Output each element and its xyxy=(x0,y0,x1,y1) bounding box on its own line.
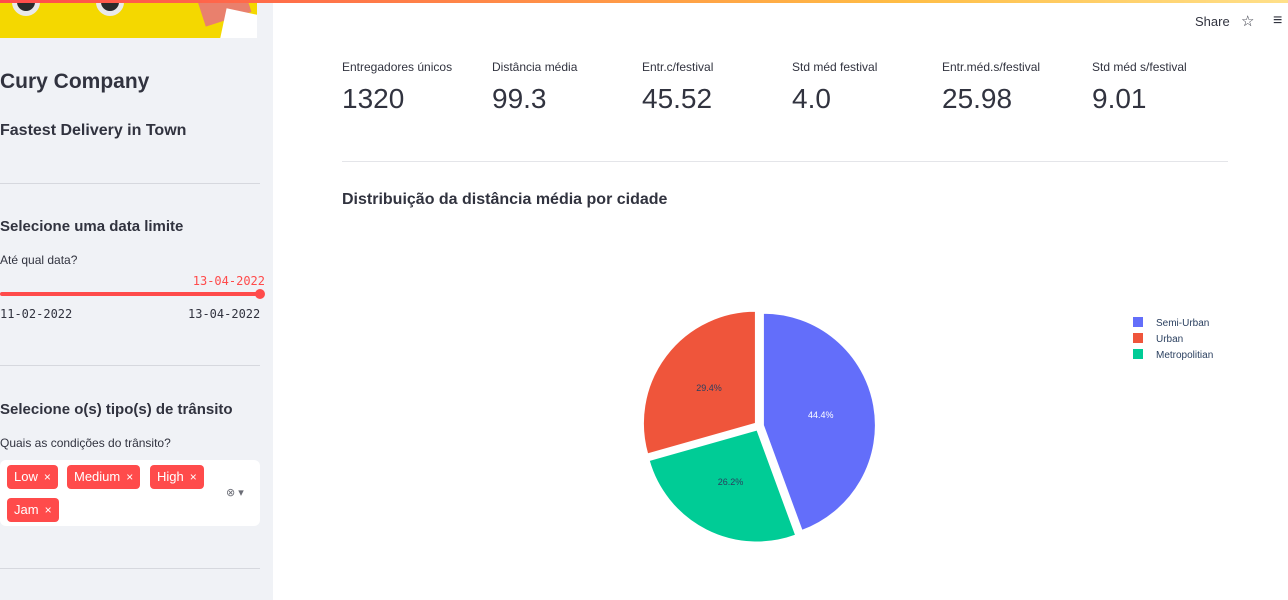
section-divider xyxy=(342,161,1228,162)
clear-all-icon[interactable]: ⊗ xyxy=(226,487,236,499)
date-filter-title: Selecione uma data limite xyxy=(0,218,184,235)
sidebar-divider xyxy=(0,568,260,569)
pie-slice-label: 29.4% xyxy=(696,383,722,393)
metric-label: Std méd festival xyxy=(792,60,878,74)
pie-slice-semi-urban[interactable] xyxy=(762,312,876,531)
star-icon[interactable]: ☆ xyxy=(1241,13,1255,30)
metric-value: 9.01 xyxy=(1092,83,1147,114)
legend-item-metropolitian[interactable]: Metropolitian xyxy=(1133,349,1213,361)
slider-thumb[interactable] xyxy=(255,289,265,299)
tag-jam[interactable]: Jam × xyxy=(7,498,59,522)
main-content: Share ☆ ≡ Entregadores únicos 1320 Distâ… xyxy=(273,0,1288,600)
chart-title: Distribuição da distância média por cida… xyxy=(342,191,668,208)
legend-swatch xyxy=(1133,349,1143,359)
metric-value: 4.0 xyxy=(792,83,831,114)
pie-slice-metropolitian[interactable] xyxy=(648,429,797,543)
pie-slice-urban[interactable] xyxy=(642,310,756,455)
legend-label: Urban xyxy=(1156,334,1183,345)
metric-value: 1320 xyxy=(342,83,405,114)
wheel-icon xyxy=(12,0,40,16)
multiselect-controls: ⊗ ▾ xyxy=(226,486,244,499)
remove-tag-icon[interactable]: × xyxy=(126,470,134,484)
slider-track[interactable] xyxy=(0,292,260,296)
hamburger-menu-icon[interactable]: ≡ xyxy=(1273,12,1283,29)
traffic-multiselect[interactable]: Low × Medium × High × Jam × ⊗ ▾ xyxy=(0,460,260,526)
slider-max-label: 13-04-2022 xyxy=(188,307,261,321)
legend-swatch xyxy=(1133,317,1143,327)
tag-medium[interactable]: Medium × xyxy=(67,465,141,489)
legend-label: Metropolitian xyxy=(1156,350,1213,361)
metric-label: Entregadores únicos xyxy=(342,60,453,74)
legend-item-semi-urban[interactable]: Semi-Urban xyxy=(1133,317,1209,329)
tagline: Fastest Delivery in Town xyxy=(0,122,187,139)
sidebar: Cury Company Fastest Delivery in Town Se… xyxy=(0,0,273,600)
remove-tag-icon[interactable]: × xyxy=(44,503,52,517)
metric-value: 99.3 xyxy=(492,83,547,114)
legend-item-urban[interactable]: Urban xyxy=(1133,333,1183,345)
legend-swatch xyxy=(1133,333,1143,343)
metric-std-med-s-festival: Std méd s/festival 9.01 xyxy=(1092,60,1187,115)
metric-value: 45.52 xyxy=(642,83,713,114)
metric-entr-med-s-festival: Entr.méd.s/festival 25.98 xyxy=(942,60,1040,115)
metric-label: Entr.méd.s/festival xyxy=(942,60,1041,74)
sidebar-divider xyxy=(0,183,260,184)
tag-low[interactable]: Low × xyxy=(7,465,58,489)
wheel-icon xyxy=(96,0,124,16)
slider-current-value: 13-04-2022 xyxy=(192,274,265,288)
top-decoration-bar xyxy=(0,0,1288,3)
share-button[interactable]: Share xyxy=(1195,14,1230,29)
logo-image xyxy=(0,0,257,38)
pie-slice-label: 44.4% xyxy=(808,410,834,420)
date-filter-label: Até qual data? xyxy=(0,253,78,267)
metric-entr-c-festival: Entr.c/festival 45.52 xyxy=(642,60,713,115)
pie-chart: 44.4% 26.2% 29.4% Semi-Urban Urban Metropolit… xyxy=(642,310,1213,543)
metric-distancia-media: Distância média 99.3 xyxy=(492,60,577,115)
remove-tag-icon[interactable]: × xyxy=(189,470,197,484)
metric-value: 25.98 xyxy=(942,83,1013,114)
sidebar-divider xyxy=(0,365,260,366)
chevron-down-icon[interactable]: ▾ xyxy=(238,487,244,499)
metric-label: Entr.c/festival xyxy=(642,60,714,74)
traffic-filter-title: Selecione o(s) tipo(s) de trânsito xyxy=(0,401,233,418)
pie-slice-label: 26.2% xyxy=(718,477,744,487)
metric-label: Distância média xyxy=(492,60,578,74)
metric-label: Std méd s/festival xyxy=(1092,60,1187,74)
traffic-filter-label: Quais as condições do trânsito? xyxy=(0,436,171,450)
legend-label: Semi-Urban xyxy=(1156,318,1209,329)
tag-high[interactable]: High × xyxy=(150,465,204,489)
slider-min-label: 11-02-2022 xyxy=(0,307,73,321)
metric-entregadores-unicos: Entregadores únicos 1320 xyxy=(342,60,452,115)
remove-tag-icon[interactable]: × xyxy=(43,470,51,484)
metric-std-med-festival: Std méd festival 4.0 xyxy=(792,60,877,115)
company-name: Cury Company xyxy=(0,70,150,93)
